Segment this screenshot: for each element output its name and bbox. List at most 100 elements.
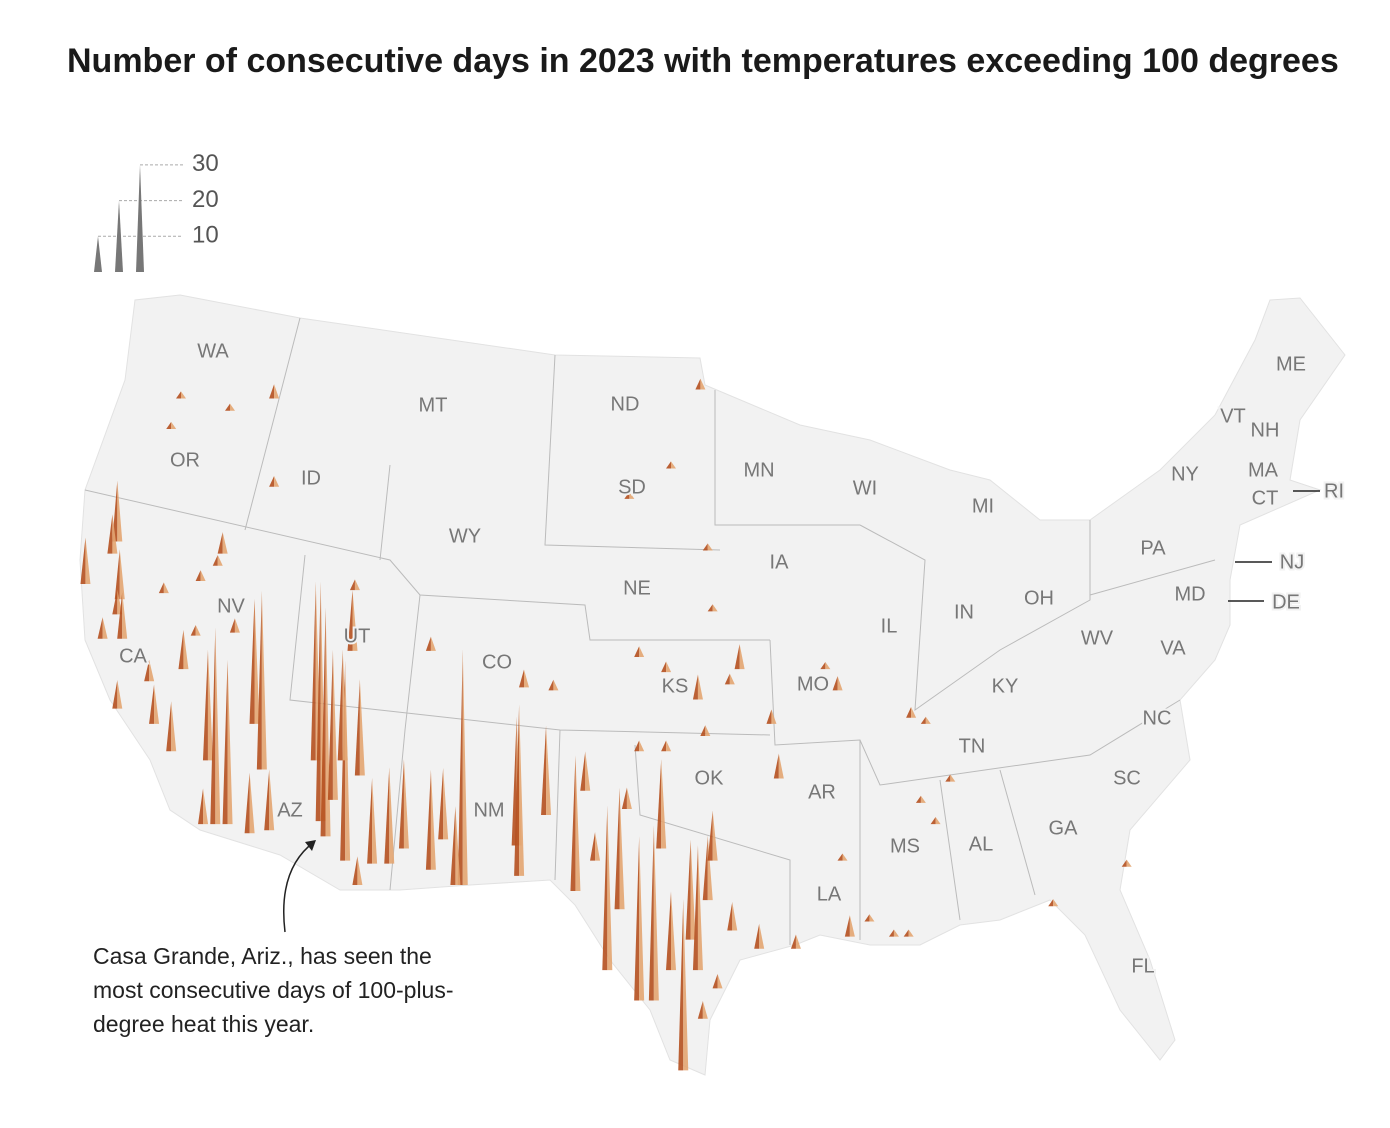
state-label: NM [473, 799, 504, 821]
state-label: MI [972, 495, 994, 517]
spike-shade [195, 624, 201, 636]
spike-shade [661, 759, 667, 849]
state-label: MN [743, 459, 774, 481]
spike-shade [354, 579, 360, 591]
spike [754, 923, 760, 949]
spike [1121, 859, 1127, 867]
spike [249, 598, 255, 724]
spike [541, 725, 547, 816]
spike [915, 795, 921, 803]
legend: 10 20 30 [94, 150, 219, 272]
spike [697, 1000, 703, 1019]
spike [347, 590, 353, 651]
spike-shade [342, 649, 348, 761]
spike-shade [389, 767, 395, 864]
spike [107, 514, 113, 554]
state-label: AZ [277, 799, 303, 821]
state-label: NJ [1280, 551, 1304, 573]
annotation-line: most consecutive days of 100-plus- [93, 977, 454, 1003]
spike [906, 707, 912, 718]
spike [707, 810, 713, 861]
state-label: CO [482, 651, 512, 673]
spike-shade [462, 649, 468, 885]
spike-shade [666, 661, 672, 673]
spike [210, 627, 216, 825]
spike [837, 853, 843, 861]
state-label: UT [344, 625, 371, 647]
spike [702, 835, 708, 901]
state-label: OR [170, 449, 200, 471]
state-label: WI [853, 477, 877, 499]
spike [450, 806, 456, 885]
spike [315, 581, 321, 822]
spike [97, 617, 103, 639]
spike [602, 805, 608, 971]
spike-shade [430, 636, 436, 651]
state-labels: WA OR CA NV ID MT WY UT AZ CO NM ND SD NE KS OK MN IA MO AR… [117, 338, 1346, 979]
state-label: AR [808, 781, 836, 803]
spike [327, 649, 333, 800]
spike [264, 769, 270, 831]
spike-shade [778, 753, 784, 779]
spike-shade [666, 740, 672, 752]
spike-shade [274, 476, 280, 487]
state-label: NY [1171, 463, 1199, 485]
spike [166, 701, 172, 752]
spike [198, 788, 204, 825]
spike-shade [683, 899, 689, 1071]
spike [337, 649, 343, 761]
spike-shade [920, 795, 926, 803]
spike-shade [234, 618, 240, 633]
legend-spike [94, 236, 102, 272]
spike-shade [893, 929, 899, 937]
spike-shade [1126, 859, 1132, 867]
spike [692, 845, 698, 971]
spike-shade [357, 856, 363, 885]
spike [614, 787, 620, 910]
spike-shade [671, 461, 676, 469]
spike-shade [607, 805, 613, 971]
spike-shade [217, 555, 223, 566]
spike [438, 767, 444, 840]
state-label: OK [695, 767, 725, 789]
spike [678, 899, 684, 1071]
spike [727, 902, 733, 931]
spike-shade [249, 772, 255, 834]
state-label: NE [623, 577, 651, 599]
spike [514, 704, 520, 876]
spike-shade [269, 769, 275, 831]
state-label: WA [197, 340, 229, 362]
spike-shade [950, 774, 956, 782]
spike-shade [546, 725, 552, 816]
state-label: KY [992, 675, 1019, 697]
spike [256, 590, 262, 770]
spike [195, 570, 201, 581]
spike [692, 674, 698, 700]
spike-shade [163, 582, 169, 594]
spike-shade [700, 378, 706, 390]
spike [112, 680, 118, 709]
spike-shade [629, 491, 635, 499]
state-label: ID [301, 467, 321, 489]
spike-shade [345, 660, 351, 861]
spike [229, 618, 235, 633]
spike [702, 543, 708, 551]
spike-shade [443, 767, 449, 840]
spike [114, 549, 120, 600]
state-label: MS [890, 835, 920, 857]
spike [352, 856, 358, 885]
state-label: DE [1272, 591, 1300, 613]
spike-shade [181, 391, 186, 399]
state-label: SC [1113, 767, 1141, 789]
state-label: FL [1131, 955, 1154, 977]
state-label: MD [1174, 583, 1205, 605]
state-label: CT [1252, 487, 1279, 509]
state-label: KS [662, 675, 689, 697]
legend-label: 30 [192, 150, 219, 177]
spike [634, 740, 640, 752]
state-label: NC [1143, 707, 1172, 729]
leaders [1228, 490, 1320, 602]
spike [634, 646, 640, 657]
